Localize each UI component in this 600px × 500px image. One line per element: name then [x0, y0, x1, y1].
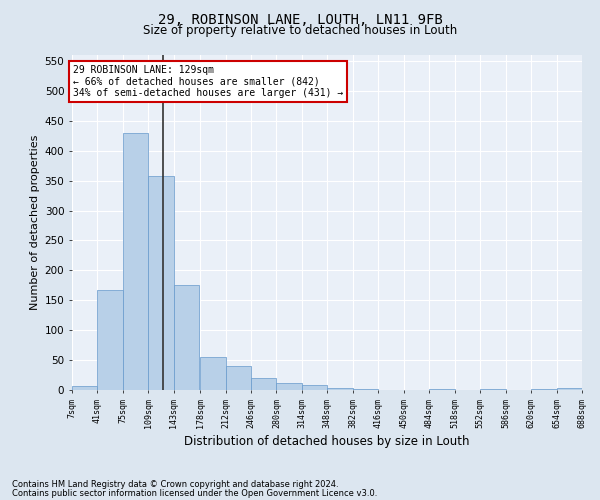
- Bar: [174, 286, 199, 390]
- Bar: [328, 388, 353, 390]
- Bar: [226, 366, 251, 390]
- Text: Contains public sector information licensed under the Open Government Licence v3: Contains public sector information licen…: [12, 489, 377, 498]
- Bar: [123, 133, 148, 390]
- X-axis label: Distribution of detached houses by size in Louth: Distribution of detached houses by size …: [184, 434, 470, 448]
- Bar: [72, 386, 97, 390]
- Bar: [480, 389, 506, 390]
- Y-axis label: Number of detached properties: Number of detached properties: [31, 135, 40, 310]
- Bar: [251, 378, 277, 390]
- Bar: [277, 384, 302, 390]
- Bar: [557, 388, 582, 390]
- Bar: [148, 176, 174, 390]
- Text: 29, ROBINSON LANE, LOUTH, LN11 9FB: 29, ROBINSON LANE, LOUTH, LN11 9FB: [158, 12, 442, 26]
- Bar: [302, 385, 328, 390]
- Text: Size of property relative to detached houses in Louth: Size of property relative to detached ho…: [143, 24, 457, 37]
- Text: Contains HM Land Registry data © Crown copyright and database right 2024.: Contains HM Land Registry data © Crown c…: [12, 480, 338, 489]
- Bar: [97, 290, 123, 390]
- Bar: [200, 356, 226, 390]
- Text: 29 ROBINSON LANE: 129sqm
← 66% of detached houses are smaller (842)
34% of semi-: 29 ROBINSON LANE: 129sqm ← 66% of detach…: [73, 65, 343, 98]
